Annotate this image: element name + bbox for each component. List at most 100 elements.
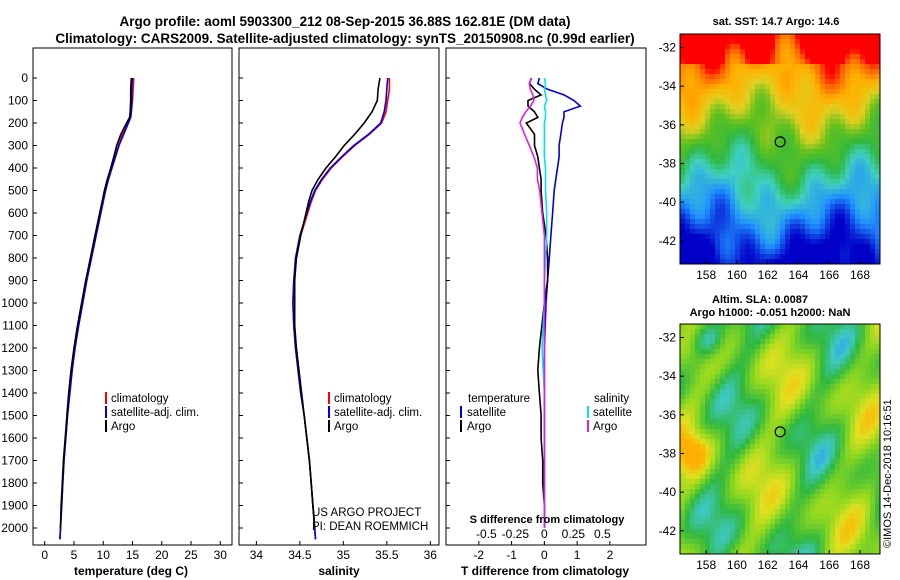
map-cell	[840, 184, 846, 190]
map-cell	[745, 329, 751, 335]
map-cell	[815, 74, 821, 80]
map-cell	[865, 184, 871, 190]
map-cell	[765, 229, 771, 235]
map-cell	[790, 74, 796, 80]
map-cell	[860, 329, 866, 335]
map-cell	[865, 119, 871, 125]
map-cell	[780, 539, 786, 545]
map-cell	[695, 514, 701, 520]
map-cell	[835, 114, 841, 120]
map-cell	[730, 159, 736, 165]
map-cell	[785, 354, 791, 360]
map-cell	[685, 334, 691, 340]
map-cell	[860, 439, 866, 445]
map-cell	[750, 369, 756, 375]
map-cell	[720, 544, 726, 550]
map-cell	[805, 454, 811, 460]
map-cell	[680, 444, 686, 450]
map-cell	[685, 349, 691, 355]
map-cell	[700, 454, 706, 460]
map-cell	[790, 184, 796, 190]
map-cell	[740, 519, 746, 525]
map-cell	[680, 169, 686, 175]
map-frame	[679, 33, 881, 265]
map-cell	[850, 204, 856, 210]
map-cell	[840, 239, 846, 245]
map-cell	[780, 239, 786, 245]
map-cell	[745, 59, 751, 65]
map-cell	[875, 414, 881, 420]
map-cell	[830, 44, 836, 50]
map-cell	[750, 419, 756, 425]
map-cell	[700, 514, 706, 520]
map-cell	[760, 374, 766, 380]
map-cell	[725, 449, 731, 455]
map-cell	[780, 399, 786, 405]
map-cell	[695, 39, 701, 45]
map-cell	[790, 34, 796, 40]
map-cell	[700, 324, 706, 330]
map-cell	[785, 34, 791, 40]
map-cell	[720, 399, 726, 405]
map-cell	[850, 64, 856, 70]
map-cell	[680, 69, 686, 75]
map-cell	[790, 414, 796, 420]
map-cell	[700, 84, 706, 90]
map-cell	[840, 94, 846, 100]
map-cell	[700, 139, 706, 145]
map-cell	[695, 549, 701, 555]
map-cell	[770, 54, 776, 60]
map-cell	[740, 484, 746, 490]
map-cell	[710, 74, 716, 80]
map-cell	[775, 349, 781, 355]
map-cell	[795, 524, 801, 530]
map-cell	[805, 94, 811, 100]
map-cell	[805, 409, 811, 415]
map-cell	[845, 384, 851, 390]
map-cell	[860, 154, 866, 160]
map-cell	[785, 69, 791, 75]
map-cell	[800, 534, 806, 540]
map-cell	[855, 179, 861, 185]
map-cell	[845, 534, 851, 540]
map-cell	[710, 234, 716, 240]
map-cell	[790, 394, 796, 400]
map-cell	[705, 404, 711, 410]
map-cell	[815, 449, 821, 455]
map-cell	[795, 439, 801, 445]
map-cell	[805, 89, 811, 95]
map-cell	[760, 354, 766, 360]
map-cell	[825, 249, 831, 255]
map-cell	[850, 349, 856, 355]
map-cell	[710, 134, 716, 140]
map-cell	[695, 159, 701, 165]
map-cell	[745, 354, 751, 360]
map-cell	[690, 384, 696, 390]
map-cell	[780, 179, 786, 185]
map-cell	[720, 459, 726, 465]
map-cell	[740, 369, 746, 375]
map-cell	[815, 439, 821, 445]
map-cell	[835, 214, 841, 220]
map-cell	[765, 34, 771, 40]
map-cell	[845, 329, 851, 335]
map-cell	[835, 494, 841, 500]
map-cell	[775, 204, 781, 210]
map-cell	[690, 459, 696, 465]
map-cell	[765, 54, 771, 60]
map-cell	[695, 394, 701, 400]
map-cell	[710, 129, 716, 135]
map-cell	[850, 354, 856, 360]
map-cell	[845, 39, 851, 45]
map-cell	[730, 179, 736, 185]
map-cell	[710, 154, 716, 160]
map-cell	[715, 404, 721, 410]
map-cell	[730, 99, 736, 105]
map-cell	[750, 389, 756, 395]
map-cell	[680, 479, 686, 485]
map-cell	[770, 334, 776, 340]
map-cell	[730, 414, 736, 420]
map-cell	[830, 59, 836, 65]
map-cell	[765, 109, 771, 115]
map-cell	[725, 99, 731, 105]
